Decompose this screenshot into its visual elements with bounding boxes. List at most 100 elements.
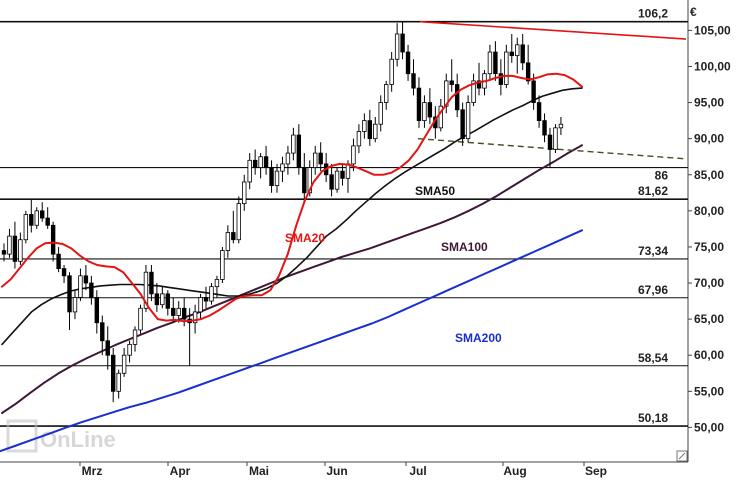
candle-body	[34, 210, 39, 226]
candle-body	[181, 307, 187, 320]
candle-body	[138, 307, 143, 331]
candle-body	[334, 170, 340, 190]
level-label: 58,54	[638, 351, 668, 365]
x-tick-labels: Mrz Apr Mai Jun Jul Aug Sep	[79, 462, 607, 478]
candle-body	[149, 271, 154, 295]
candle-body	[56, 253, 61, 269]
candle-body	[242, 181, 247, 205]
resize-corner-icon[interactable]	[676, 450, 688, 462]
y-tick-label: 60,00	[694, 348, 724, 362]
candle-body	[116, 372, 121, 392]
x-tick-label: Sep	[585, 464, 607, 478]
candle-body	[383, 84, 389, 103]
candle-body	[220, 250, 225, 280]
candle-body	[269, 167, 274, 186]
candle-body	[427, 102, 433, 118]
y-tick-label: 50,00	[694, 420, 724, 434]
candle-body	[176, 307, 181, 316]
candle-body	[100, 322, 105, 342]
candle-body	[509, 51, 514, 57]
candle-body	[111, 354, 116, 392]
candle-body	[362, 120, 367, 132]
candle-body	[18, 239, 23, 262]
y-tick-label: 95,00	[694, 96, 724, 110]
candle-body	[504, 51, 509, 85]
sma100-line	[1, 144, 583, 414]
candle-body	[394, 33, 400, 60]
sma100-label: SMA100	[441, 240, 488, 254]
candle-body	[198, 297, 203, 313]
candle-body	[356, 131, 362, 147]
candle-body	[536, 102, 542, 122]
candle-body	[203, 297, 209, 302]
candle-body	[307, 167, 312, 194]
candle-body	[389, 58, 394, 85]
candle-body	[460, 109, 465, 140]
sma100-group	[1, 144, 583, 414]
candle-body	[476, 80, 482, 89]
candle-body	[340, 170, 345, 179]
candle-body	[214, 279, 220, 288]
candle-body	[373, 123, 378, 140]
candle-body	[154, 293, 160, 306]
y-tick-label: 55,00	[694, 384, 724, 398]
y-tick-labels: 50,00 55,00 60,00 65,00 70,00 75,00 80,00 85,00…	[688, 23, 731, 434]
watermark-logo: OnLine	[6, 419, 116, 453]
candle-body	[225, 232, 231, 251]
resistance-trendline	[419, 20, 687, 40]
candle-body	[345, 163, 351, 179]
y-tick-label: 65,00	[694, 312, 724, 326]
candle-body	[252, 159, 258, 168]
x-tick-label: Jul	[409, 464, 426, 478]
candle-body	[411, 73, 416, 89]
candle-body	[29, 214, 34, 226]
candle-body	[542, 120, 547, 136]
candle-body	[121, 354, 127, 374]
candle-body	[67, 275, 72, 313]
candle-body	[422, 102, 427, 122]
candle-body	[351, 145, 356, 165]
level-label: 81,62	[638, 184, 668, 198]
candle-body	[329, 174, 334, 190]
x-tick-label: Aug	[503, 464, 526, 478]
candle-body	[438, 105, 443, 129]
level-label: 50,18	[638, 411, 668, 425]
candle-body	[45, 217, 50, 226]
candle-body	[400, 33, 405, 53]
sma200-group	[0, 229, 583, 453]
y-tick-label: 105,00	[694, 23, 731, 37]
candle-body	[547, 134, 553, 150]
sma20-group	[1, 72, 583, 323]
candle-body	[291, 134, 296, 154]
candle-body	[89, 282, 94, 298]
candle-body	[302, 167, 307, 194]
candle-body	[94, 297, 100, 324]
candle-body	[1, 250, 7, 255]
sma50-label: SMA50	[415, 184, 455, 198]
candle-body	[285, 152, 291, 165]
candle-body	[454, 84, 460, 111]
candle-body	[236, 203, 241, 241]
candle-body	[487, 51, 493, 75]
candle-body	[378, 102, 383, 125]
x-tick-label: Apr	[170, 464, 191, 478]
sma50-group	[1, 87, 583, 346]
candle-body	[192, 311, 198, 324]
y-tick-label: 80,00	[694, 204, 724, 218]
candle-body	[209, 286, 214, 302]
candle-body	[553, 127, 558, 150]
candle-body	[7, 235, 12, 255]
candle-body	[263, 156, 269, 168]
candle-body	[40, 210, 45, 219]
y-tick-label: 85,00	[694, 168, 724, 182]
candle-body	[558, 123, 564, 129]
candle-body	[61, 268, 67, 277]
candle-body	[525, 62, 531, 82]
candle-body	[127, 343, 132, 356]
candle-body	[78, 275, 83, 298]
y-tick-label: 75,00	[694, 240, 724, 254]
logo-text: OnLine	[40, 427, 116, 452]
candle-body	[313, 152, 318, 168]
candle-body	[132, 329, 138, 345]
